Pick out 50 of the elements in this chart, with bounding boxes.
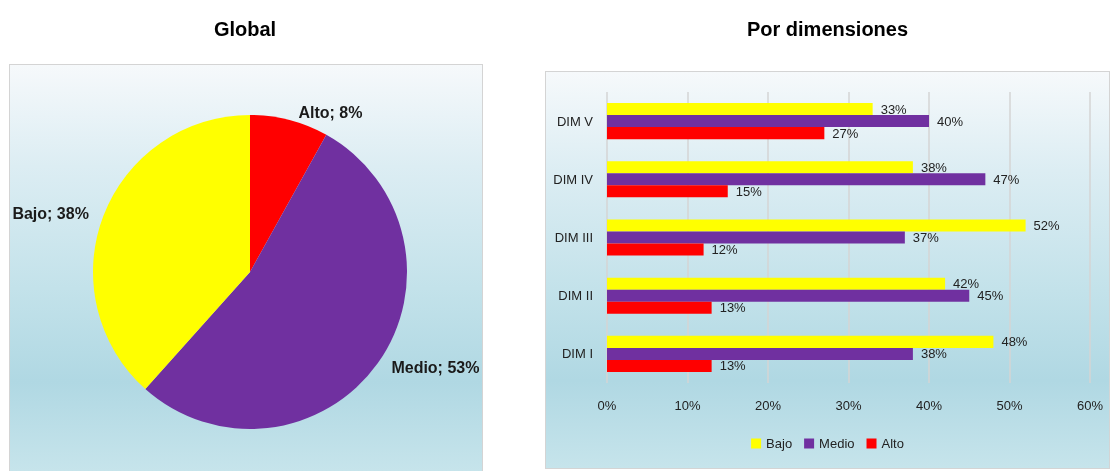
bar xyxy=(607,185,728,198)
chart-title: Global xyxy=(213,18,277,40)
data-label: 42% xyxy=(953,276,980,292)
x-tick-label: 10% xyxy=(674,398,701,413)
bar xyxy=(607,347,913,360)
bar xyxy=(607,127,825,140)
bar xyxy=(607,243,704,256)
data-label: 37% xyxy=(912,230,940,245)
data-label: 12% xyxy=(711,242,739,258)
y-tick-label: DIM III xyxy=(554,230,593,245)
bar xyxy=(607,173,986,186)
y-tick-label: DIM II xyxy=(558,288,593,304)
legend-label: Bajo xyxy=(766,436,793,451)
bar xyxy=(607,301,712,314)
x-tick-label: 50% xyxy=(996,398,1023,413)
data-label: 15% xyxy=(735,183,763,199)
data-label: 40% xyxy=(937,113,964,129)
bar xyxy=(607,359,712,372)
data-label: 45% xyxy=(977,288,1004,304)
bar xyxy=(607,289,970,302)
x-tick-label: 0% xyxy=(597,398,617,413)
data-label: 38% xyxy=(920,159,948,175)
x-tick-label: 40% xyxy=(915,398,943,413)
bar xyxy=(607,335,994,348)
y-tick-label: DIM I xyxy=(561,346,593,362)
slice-label: Alto; 8% xyxy=(298,103,363,121)
x-tick-label: 30% xyxy=(835,398,862,413)
data-label: 48% xyxy=(1001,334,1028,350)
y-tick-label: DIM IV xyxy=(553,171,594,187)
y-tick-label: DIM V xyxy=(556,113,594,129)
bar xyxy=(607,231,905,244)
data-label: 38% xyxy=(920,346,948,362)
data-label: 13% xyxy=(719,300,747,316)
slice-label: Medio; 53% xyxy=(391,359,480,377)
bar xyxy=(607,277,946,290)
slice-label: Bajo; 38% xyxy=(12,204,89,222)
x-tick-label: 20% xyxy=(754,398,782,413)
legend-label: Alto xyxy=(881,436,904,451)
data-label: 52% xyxy=(1033,217,1061,233)
bar xyxy=(607,103,873,116)
chart-title: Por dimensiones xyxy=(746,18,909,40)
data-label: 47% xyxy=(993,171,1020,187)
data-label: 13% xyxy=(719,358,747,374)
data-label: 33% xyxy=(880,101,908,117)
bar xyxy=(607,115,929,128)
data-label: 27% xyxy=(832,125,859,141)
bar xyxy=(607,219,1026,232)
legend-label: Medio xyxy=(819,436,855,451)
bar xyxy=(607,161,913,174)
x-tick-label: 60% xyxy=(1076,398,1104,413)
